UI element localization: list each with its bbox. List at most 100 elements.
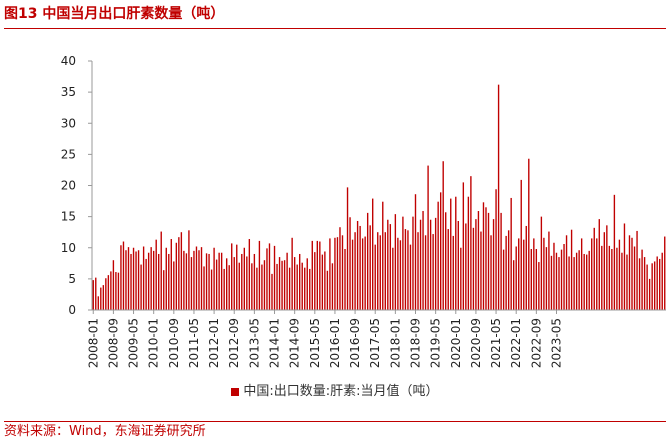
bar: [568, 256, 570, 310]
bar: [623, 223, 626, 310]
bar: [319, 241, 321, 310]
x-tick-label: 2012-09: [227, 318, 241, 368]
bar: [147, 252, 150, 310]
bar: [190, 257, 193, 310]
bar: [228, 265, 230, 310]
x-tick-label: 2010-01: [147, 318, 161, 368]
bar: [651, 263, 653, 310]
bar: [379, 235, 381, 310]
bar: [389, 224, 392, 310]
bar: [455, 196, 457, 310]
bar: [339, 227, 341, 310]
bar: [653, 261, 656, 310]
bar: [251, 263, 253, 310]
bar: [656, 256, 658, 310]
bar: [115, 272, 117, 310]
bar: [586, 254, 588, 310]
legend-swatch: [231, 387, 240, 396]
bar: [256, 267, 258, 310]
y-tick-label: 35: [61, 85, 76, 99]
bar: [223, 268, 225, 310]
bar: [432, 234, 434, 310]
bar: [97, 296, 99, 310]
x-tick-label: 2014-01: [268, 318, 282, 368]
bar: [417, 232, 419, 310]
bar: [661, 252, 663, 310]
bar: [382, 201, 384, 310]
bar: [598, 219, 600, 310]
bar: [364, 236, 366, 310]
x-tick-label: 2015-05: [308, 318, 322, 368]
bar: [152, 250, 155, 310]
bar: [525, 225, 527, 310]
bar: [434, 217, 437, 310]
bar: [457, 220, 459, 310]
bar: [220, 252, 223, 310]
bar: [636, 230, 638, 310]
y-tick-label: 15: [61, 210, 76, 224]
bar: [575, 252, 578, 310]
x-tick-label: 2009-05: [127, 318, 141, 368]
bar: [485, 207, 487, 310]
bar: [518, 238, 520, 310]
bar: [384, 232, 386, 310]
y-tick-label: 20: [61, 179, 76, 193]
bar: [241, 253, 243, 310]
bar: [648, 278, 651, 311]
bar: [374, 244, 376, 310]
bar: [112, 260, 115, 310]
bar: [628, 235, 631, 310]
bar: [130, 253, 132, 310]
bar: [334, 237, 336, 310]
bar: [633, 246, 636, 310]
bar: [621, 252, 623, 310]
x-tick-label: 2016-09: [348, 318, 362, 368]
bar: [356, 220, 359, 310]
bar: [366, 212, 369, 310]
bar: [304, 267, 306, 310]
bar: [497, 84, 500, 310]
bar: [185, 253, 188, 310]
bar: [523, 239, 525, 310]
bar: [659, 258, 661, 310]
bar: [117, 272, 120, 310]
bar: [593, 227, 595, 310]
bar: [102, 285, 105, 310]
bar: [107, 275, 110, 310]
bar: [341, 235, 344, 310]
bar: [150, 247, 152, 310]
bar: [142, 246, 145, 310]
bar: [538, 262, 540, 310]
bar: [507, 230, 510, 310]
bar: [618, 239, 621, 310]
bar: [105, 278, 107, 310]
bar: [460, 247, 462, 310]
bar: [110, 271, 112, 310]
x-tick-label: 2013-05: [247, 318, 261, 368]
bar: [611, 249, 613, 310]
bar: [160, 231, 162, 310]
bar: [351, 239, 354, 310]
bar: [470, 176, 472, 310]
bar: [168, 253, 170, 310]
bar: [397, 237, 399, 310]
x-tick-label: 2008-01: [86, 318, 100, 368]
x-tick-label: 2022-01: [509, 318, 523, 368]
bar: [638, 258, 641, 310]
bar: [175, 242, 178, 310]
bar: [324, 251, 326, 310]
bottom-rule: [4, 421, 666, 422]
x-tick-label: 2008-09: [106, 318, 120, 368]
bar: [387, 219, 389, 310]
bar: [437, 201, 439, 310]
bar: [140, 264, 142, 310]
bar: [392, 247, 394, 310]
x-tick-label: 2010-09: [167, 318, 181, 368]
bar: [195, 246, 198, 310]
source-note: 资料来源：Wind，东海证券研究所: [4, 424, 206, 439]
bar: [359, 225, 361, 310]
bar: [205, 253, 208, 310]
bar: [299, 253, 301, 310]
bar: [606, 225, 608, 310]
bar: [226, 258, 228, 310]
